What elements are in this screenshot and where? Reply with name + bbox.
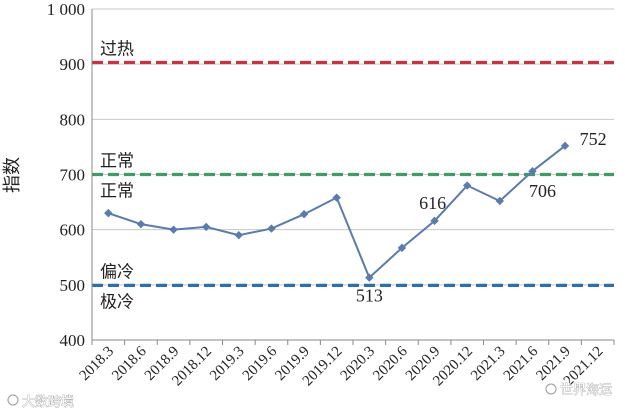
data-point: [495, 196, 505, 206]
series-line: [107, 145, 566, 280]
reference-line-label: 过热: [100, 40, 134, 60]
y-tick-label: 800: [60, 110, 86, 129]
x-tick-label: 2019.3: [207, 344, 247, 384]
y-axis-label: 指数: [2, 157, 23, 193]
x-tick-label: 2019.6: [240, 343, 281, 384]
data-point: [560, 141, 570, 151]
reference-lines: [92, 60, 614, 287]
watermark-logo-icon: [545, 383, 557, 395]
reference-line-label: 正常: [100, 152, 134, 172]
watermark-text: 大数跨境: [22, 395, 74, 410]
data-point: [234, 230, 244, 240]
watermarks: 大数跨境 世界海运: [7, 383, 612, 410]
data-point: [169, 225, 178, 234]
y-tick-label: 700: [60, 166, 86, 185]
reference-line-label: 正常: [100, 182, 134, 202]
data-point: [430, 216, 439, 226]
x-tick-label: 2020.3: [338, 344, 378, 384]
data-point: [299, 210, 309, 219]
y-tick-label: 500: [60, 276, 86, 295]
data-point: [267, 224, 276, 233]
reference-line-label: 极冷: [100, 292, 134, 312]
x-tick-label: 2021.3: [468, 344, 508, 384]
y-tick-label: 1 000: [47, 0, 85, 19]
watermark-logo-icon: [7, 394, 19, 406]
data-point: [104, 208, 113, 218]
reference-line-label: 偏冷: [100, 262, 134, 282]
y-tick-label: 600: [60, 221, 86, 240]
data-label: 616: [419, 193, 446, 213]
data-point: [332, 193, 341, 202]
data-label: 513: [356, 286, 383, 306]
data-label: 752: [580, 129, 607, 149]
data-point: [462, 181, 472, 190]
y-tick-label: 400: [60, 331, 86, 350]
data-point: [397, 243, 407, 253]
x-tick-label: 2021.6: [501, 343, 542, 384]
data-point: [201, 222, 211, 232]
series: [104, 141, 570, 282]
y-tick-label: 900: [60, 55, 86, 74]
data-point: [136, 219, 146, 229]
x-tick-label: 2018.6: [109, 343, 150, 384]
data-point: [528, 166, 537, 176]
data-label: 706: [529, 181, 556, 201]
watermark-text: 世界海运: [560, 383, 612, 398]
data-point: [365, 273, 374, 282]
x-tick-label: 2020.6: [370, 343, 411, 384]
